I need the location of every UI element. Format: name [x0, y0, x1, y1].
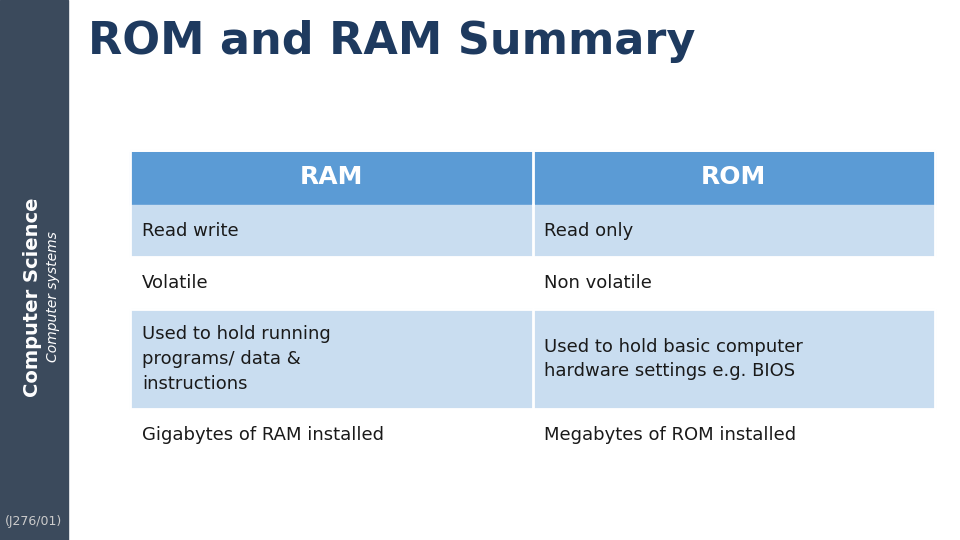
- Text: Read write: Read write: [142, 222, 239, 240]
- Text: Computer Science: Computer Science: [23, 197, 42, 397]
- Bar: [130, 205, 935, 257]
- Text: Gigabytes of RAM installed: Gigabytes of RAM installed: [142, 426, 384, 444]
- Text: Used to hold running
programs/ data &
instructions: Used to hold running programs/ data & in…: [142, 325, 331, 393]
- Text: Megabytes of ROM installed: Megabytes of ROM installed: [544, 426, 797, 444]
- Bar: [130, 309, 935, 409]
- Bar: [130, 150, 935, 461]
- Text: Read only: Read only: [544, 222, 634, 240]
- Text: Non volatile: Non volatile: [544, 274, 653, 292]
- Text: ROM and RAM Summary: ROM and RAM Summary: [88, 20, 695, 63]
- Text: Used to hold basic computer
hardware settings e.g. BIOS: Used to hold basic computer hardware set…: [544, 338, 804, 381]
- Text: Computer systems: Computer systems: [46, 232, 60, 362]
- Bar: [130, 257, 935, 309]
- Text: RAM: RAM: [300, 165, 363, 190]
- Text: ROM: ROM: [701, 165, 766, 190]
- Bar: [130, 150, 935, 205]
- Bar: [0, 0, 68, 540]
- Text: (J276/01): (J276/01): [6, 515, 62, 528]
- Bar: [130, 409, 935, 461]
- Text: Volatile: Volatile: [142, 274, 208, 292]
